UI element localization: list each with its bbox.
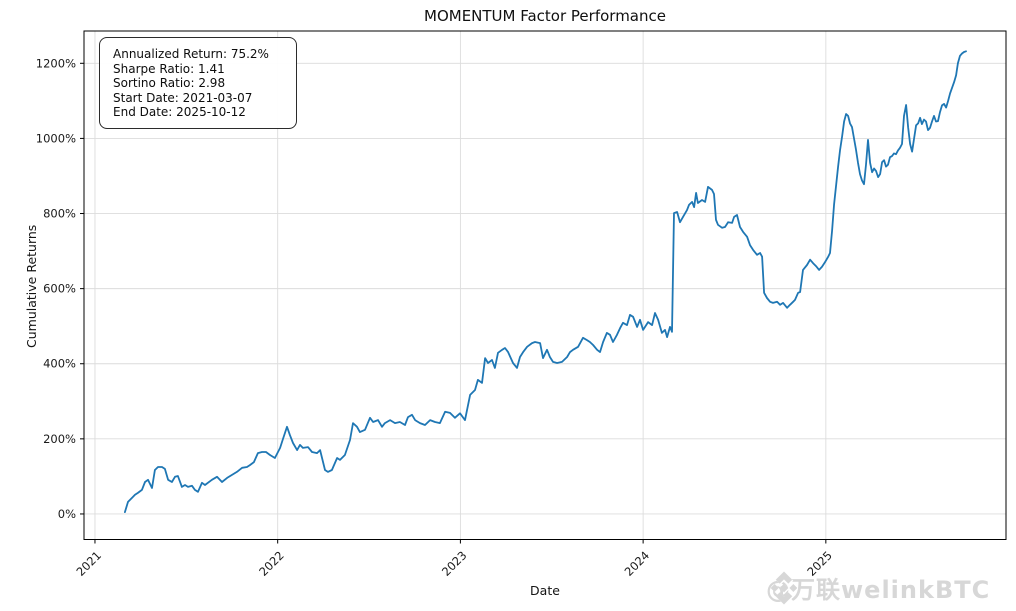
momentum-series-line <box>124 50 967 513</box>
x-tick-label: 2021 <box>73 548 104 579</box>
y-tick-label: 1000% <box>36 131 76 145</box>
y-tick-label: 1200% <box>36 56 76 70</box>
x-tick-label: 2024 <box>622 548 653 579</box>
y-tick-label: 200% <box>43 432 76 446</box>
x-tick-label: 2025 <box>804 548 835 579</box>
stat-annualized-return: Annualized Return: 75.2% <box>113 47 269 61</box>
plot-border <box>83 30 1007 540</box>
x-axis-label: Date <box>530 583 560 598</box>
x-tick-label: 2022 <box>256 548 287 579</box>
y-tick-label: 600% <box>43 282 76 296</box>
chart-title: MOMENTUM Factor Performance <box>424 7 666 25</box>
stat-start-date: Start Date: 2021-03-07 <box>113 90 253 105</box>
x-tick-label: 2023 <box>439 548 470 579</box>
watermark-text: @万联welinkBTC <box>766 576 991 604</box>
y-tick-label: 400% <box>43 357 76 371</box>
watermark: @万联welinkBTC <box>766 570 990 605</box>
stat-sharpe-ratio: Sharpe Ratio: 1.41 <box>113 61 225 76</box>
stat-sortino-ratio: Sortino Ratio: 2.98 <box>113 76 226 91</box>
stat-end-date: End Date: 2025-10-12 <box>113 105 246 120</box>
stats-box: Annualized Return: 75.2% Sharpe Ratio: 1… <box>99 37 297 129</box>
binance-diamond-icon <box>770 571 798 605</box>
y-tick-label: 0% <box>58 507 76 521</box>
y-tick-label: 800% <box>43 207 76 221</box>
